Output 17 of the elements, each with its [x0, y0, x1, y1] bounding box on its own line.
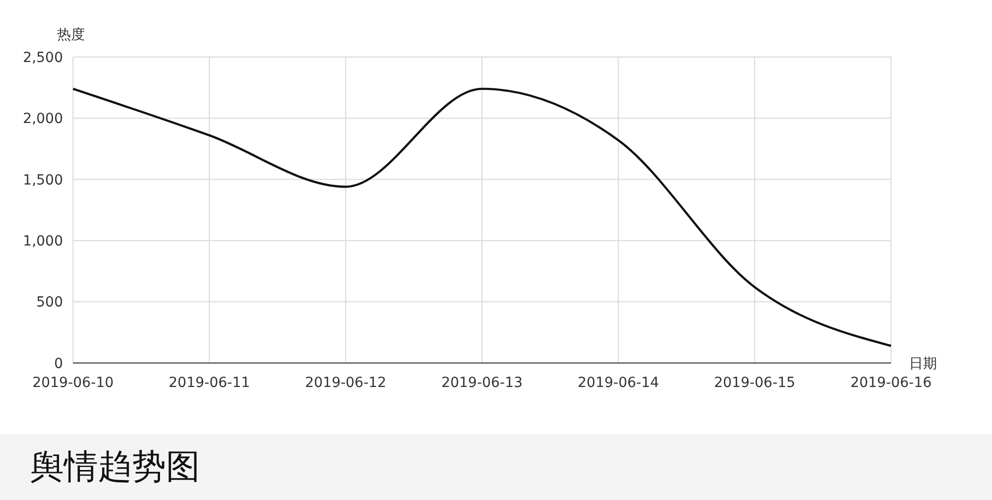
- x-tick-label: 2019-06-14: [578, 375, 660, 391]
- text: 舆情趋势图: [30, 449, 200, 486]
- y-tick-label: 0: [54, 356, 63, 372]
- x-axis-title: 日期: [909, 356, 937, 372]
- x-tick-label: 2019-06-11: [168, 375, 250, 391]
- y-tick-label: 2,500: [22, 50, 63, 66]
- y-tick-label: 1,500: [22, 172, 63, 188]
- y-tick-label: 1,000: [22, 234, 63, 250]
- line-series: [72, 88, 892, 347]
- y-tick-label: 500: [36, 294, 63, 311]
- y-tick-label: 2,000: [22, 111, 63, 128]
- x-tick-label: 2019-06-13: [441, 375, 523, 391]
- x-tick-label: 2019-06-10: [32, 375, 114, 391]
- x-tick-label: 2019-06-16: [850, 375, 932, 391]
- x-tick-label: 2019-06-12: [304, 375, 386, 391]
- x-tick-label: 2019-06-15: [714, 375, 796, 391]
- y-axis-title: 热度: [57, 27, 85, 43]
